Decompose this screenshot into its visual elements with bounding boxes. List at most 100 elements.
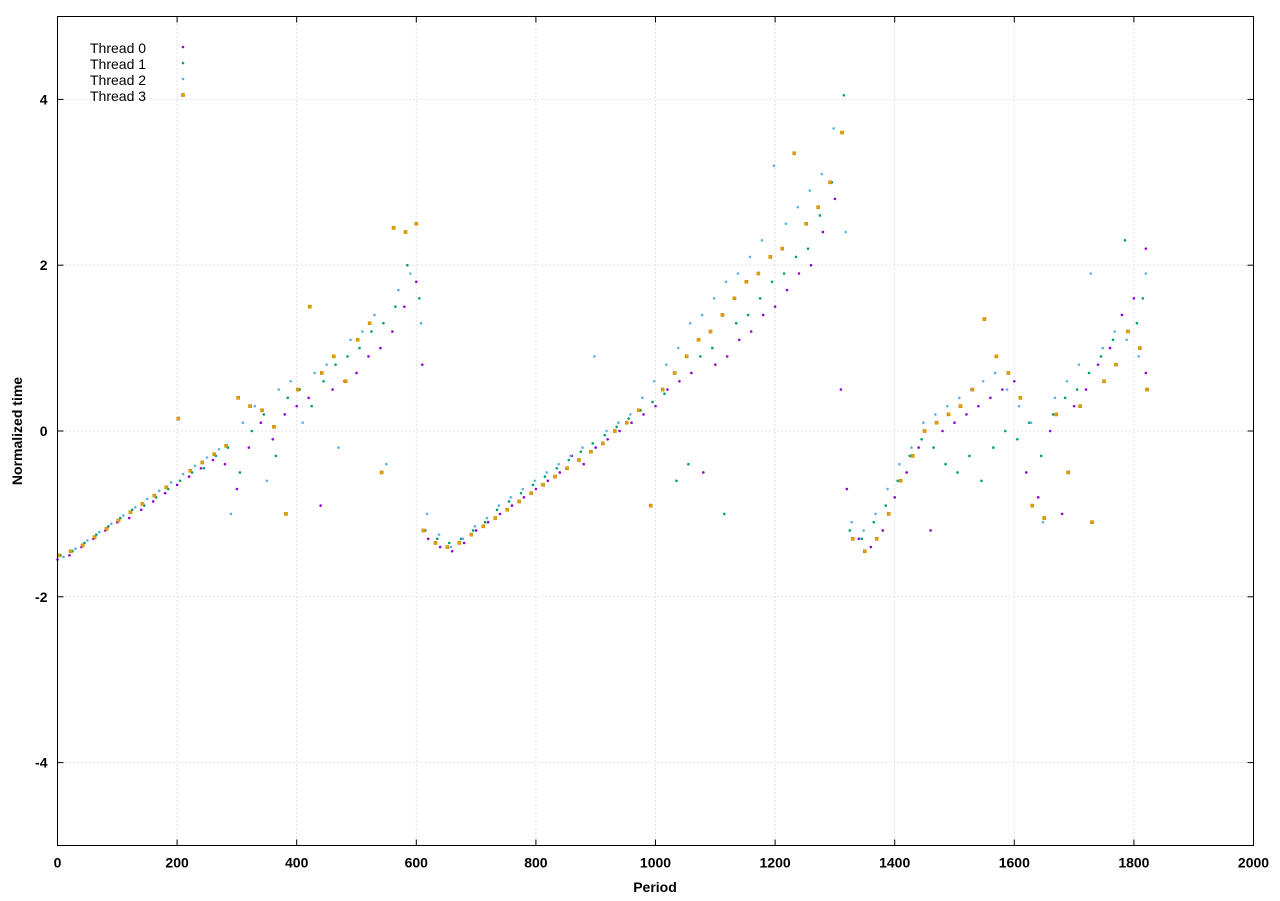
data-point	[139, 508, 143, 512]
data-point	[581, 446, 584, 449]
x-tick-label: 1600	[999, 855, 1030, 871]
data-point	[83, 541, 86, 545]
data-point	[121, 514, 125, 517]
data-point	[577, 458, 581, 462]
data-point	[629, 413, 632, 416]
data-point	[981, 379, 985, 383]
grid	[57, 16, 1254, 846]
data-point	[510, 504, 514, 507]
data-point	[956, 471, 959, 474]
data-point	[486, 520, 490, 524]
data-point	[283, 413, 287, 416]
data-point	[175, 483, 179, 487]
data-point	[994, 354, 999, 359]
data-point	[687, 462, 690, 466]
data-point	[821, 230, 825, 234]
data-point	[785, 288, 789, 292]
data-point	[236, 396, 240, 400]
data-point	[569, 454, 572, 458]
data-point	[1072, 404, 1076, 408]
data-point	[722, 512, 726, 516]
data-point	[958, 404, 963, 408]
data-point	[617, 421, 620, 425]
data-point	[151, 500, 155, 503]
data-point	[355, 371, 358, 375]
x-tick-label: 600	[405, 855, 429, 871]
data-point	[603, 433, 606, 437]
data-point	[690, 371, 693, 375]
series-2	[62, 127, 1148, 559]
data-point	[898, 462, 901, 466]
data-point	[193, 464, 197, 468]
data-point	[794, 255, 798, 259]
data-point	[797, 272, 801, 275]
axis-ticks: 0 200 400 600 800 1000 1200 1400 1600 1800 2000 -4 -…	[35, 16, 1269, 871]
data-point	[1084, 388, 1088, 391]
data-point	[289, 379, 293, 383]
data-point	[391, 226, 396, 230]
data-point	[1135, 321, 1139, 325]
data-point	[379, 470, 384, 475]
legend-marker	[181, 77, 185, 81]
data-point	[200, 460, 205, 465]
data-point	[391, 330, 394, 333]
data-point	[272, 425, 276, 429]
data-point	[337, 446, 340, 449]
data-point	[820, 172, 824, 176]
data-point	[589, 449, 593, 454]
data-point	[1141, 297, 1145, 300]
data-point	[95, 533, 98, 536]
data-point	[1065, 379, 1069, 383]
data-point	[346, 355, 349, 358]
data-point	[699, 355, 702, 358]
data-point	[199, 467, 203, 470]
data-point	[1145, 387, 1149, 392]
data-point	[605, 429, 608, 433]
data-point	[1123, 239, 1127, 242]
data-point	[708, 329, 713, 334]
legend-marker	[181, 45, 185, 49]
data-point	[308, 304, 312, 309]
data-point	[295, 404, 299, 408]
data-point	[541, 483, 545, 487]
data-point	[62, 555, 65, 559]
data-point	[277, 388, 281, 391]
data-point	[863, 549, 867, 554]
data-point	[606, 437, 609, 441]
data-point	[734, 321, 738, 325]
data-point	[104, 527, 109, 531]
data-point	[768, 255, 773, 259]
data-point	[1053, 396, 1057, 400]
data-point	[780, 246, 785, 251]
data-point	[253, 404, 257, 408]
data-point	[334, 363, 337, 366]
data-point	[1066, 470, 1070, 475]
data-point	[736, 272, 740, 275]
data-point	[1144, 272, 1148, 275]
data-point	[1029, 421, 1033, 425]
data-point	[421, 528, 426, 533]
data-point	[840, 130, 844, 135]
data-point	[1108, 346, 1112, 350]
data-point	[1030, 503, 1035, 508]
data-point	[676, 346, 680, 350]
data-point	[425, 512, 429, 516]
data-point	[450, 549, 454, 553]
data-point	[68, 554, 71, 557]
data-point	[265, 479, 269, 483]
data-point	[260, 408, 264, 413]
data-point	[737, 338, 741, 342]
data-point	[531, 483, 535, 487]
data-point	[828, 180, 832, 185]
data-point	[461, 537, 465, 541]
data-point	[1114, 362, 1118, 367]
data-point	[941, 429, 944, 433]
data-point	[818, 214, 822, 217]
y-tick-label: 4	[40, 91, 48, 107]
x-tick-label: 200	[165, 855, 189, 871]
legend-label: Thread 3	[90, 88, 146, 104]
data-point	[163, 491, 167, 495]
data-point	[934, 413, 937, 416]
series-3	[56, 130, 1149, 558]
data-point	[420, 363, 424, 366]
